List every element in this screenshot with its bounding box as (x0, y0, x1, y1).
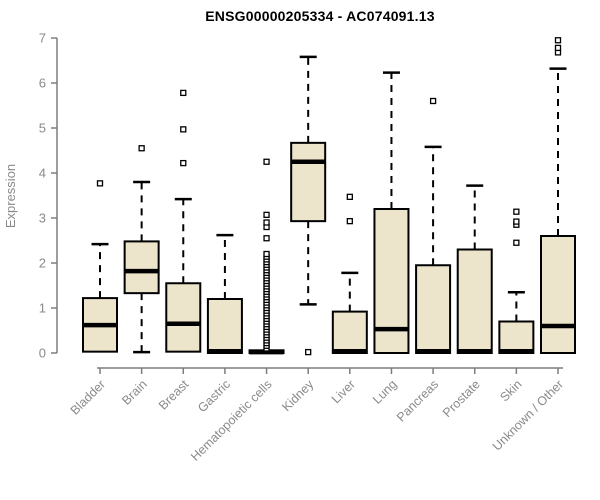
y-tick-label: 2 (39, 256, 46, 271)
y-tick-label: 5 (39, 121, 46, 136)
outlier-point (263, 219, 270, 226)
box-group-prostate (456, 184, 493, 354)
box-group-skin (498, 208, 535, 354)
outlier-point (513, 239, 520, 246)
box-group-liver (331, 193, 368, 355)
chart-title: ENSG00000205334 - AC074091.13 (205, 8, 435, 24)
y-tick-label: 6 (39, 76, 46, 91)
outlier-point (429, 97, 437, 105)
iqr-box (498, 320, 535, 354)
outlier-point (263, 250, 270, 258)
box-group-unknown-other (540, 37, 576, 354)
outlier-point (513, 208, 520, 215)
outlier-point (554, 44, 562, 52)
box-group-bladder (82, 180, 118, 353)
y-tick-label: 3 (39, 211, 46, 226)
y-tick-label: 0 (39, 346, 46, 361)
outlier-point (554, 37, 562, 44)
box-group-lung (373, 71, 410, 354)
outlier-point (346, 217, 353, 225)
outlier-point (180, 159, 187, 167)
x-tick-label: Lung (370, 377, 400, 407)
y-tick-label: 7 (39, 31, 46, 46)
box-group-hematopoietic-cells (248, 158, 285, 355)
outlier-point (180, 126, 187, 133)
iqr-box (540, 235, 576, 354)
x-tick-label: Pancreas (394, 377, 441, 424)
box-group-brain (123, 145, 160, 354)
x-tick-label: Hematopoietic cells (188, 377, 275, 464)
box-group-pancreas (415, 97, 452, 354)
x-tick-label: Gastric (195, 377, 233, 415)
iqr-box (415, 264, 452, 354)
y-tick-label: 1 (39, 301, 46, 316)
x-tick-label: Kidney (279, 377, 316, 414)
outlier-point (96, 180, 104, 187)
x-tick-label: Liver (329, 377, 358, 406)
x-tick-label: Breast (156, 377, 192, 413)
iqr-box (290, 141, 327, 223)
iqr-box (456, 248, 493, 354)
x-tick-label: Brain (119, 377, 150, 408)
outlier-point (263, 235, 270, 242)
outlier-point (180, 89, 187, 97)
outlier-point (263, 158, 270, 165)
iqr-box (165, 282, 202, 353)
box-group-breast (165, 89, 202, 353)
x-tick-label: Skin (497, 377, 524, 404)
iqr-box (206, 298, 243, 354)
iqr-box (123, 240, 160, 295)
x-tick-label: Prostate (440, 377, 483, 420)
iqr-box (331, 310, 368, 355)
y-axis-title: Expression (3, 164, 18, 228)
outlier-point (513, 218, 520, 225)
x-tick-label: Bladder (68, 377, 108, 417)
outlier-point (346, 193, 353, 201)
box-group-kidney (290, 55, 327, 356)
box-group-gastric (206, 233, 243, 354)
x-tick-label: Unknown / Other (490, 377, 566, 453)
outlier-point (305, 348, 312, 356)
y-tick-label: 4 (39, 166, 46, 181)
outlier-point (138, 145, 145, 152)
outlier-point (263, 211, 270, 219)
